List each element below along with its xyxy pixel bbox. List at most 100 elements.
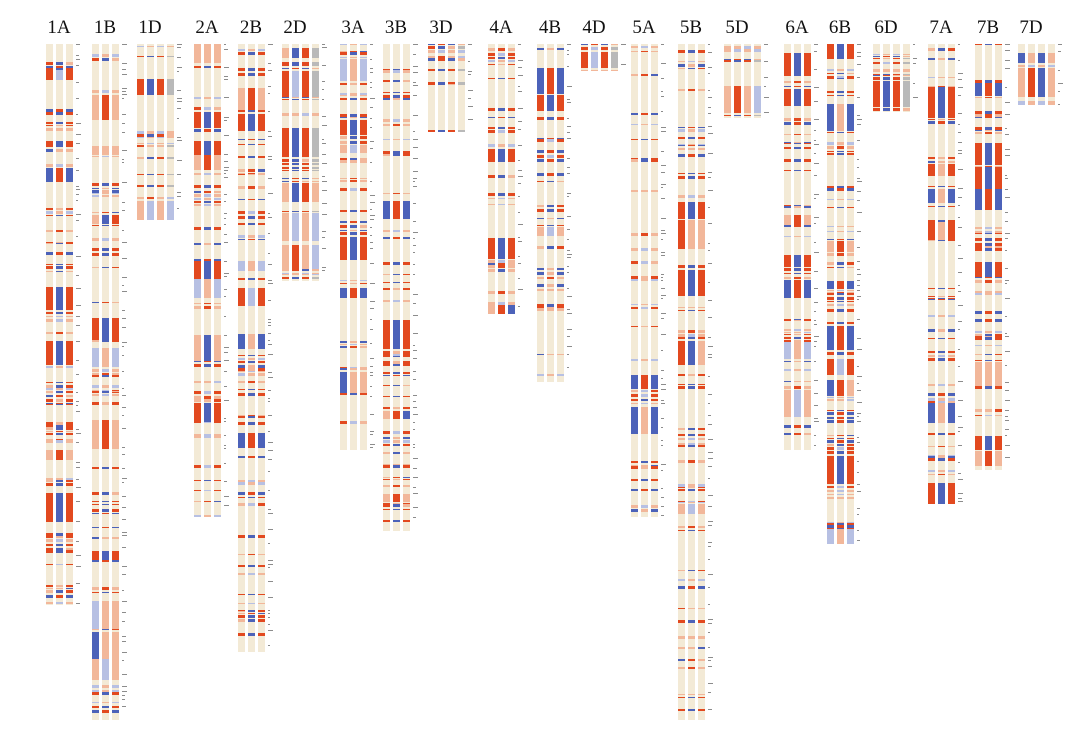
genotype-band — [678, 307, 685, 308]
genotype-band — [214, 97, 221, 99]
genotype-band — [631, 326, 638, 327]
genotype-band — [985, 167, 992, 189]
genotype-band — [975, 334, 982, 336]
marker-tick — [122, 652, 127, 653]
genotype-band — [847, 304, 854, 306]
genotype-band — [157, 131, 164, 134]
marker-tick — [122, 566, 127, 567]
genotype-band — [631, 46, 638, 48]
genotype-band — [641, 46, 648, 48]
genotype-band — [698, 620, 705, 622]
genotype-band — [651, 375, 658, 389]
genotype-band — [302, 159, 309, 162]
genotype-band — [688, 636, 695, 639]
genotype-band — [393, 262, 400, 265]
genotype-band — [678, 487, 685, 488]
marker-tick — [122, 371, 124, 372]
marker-tick — [814, 144, 819, 145]
genotype-band — [214, 129, 221, 132]
genotype-band — [498, 78, 505, 79]
genotype-band — [938, 87, 945, 89]
marker-tick — [708, 172, 712, 173]
genotype-band — [383, 201, 390, 219]
genotype-band — [350, 120, 357, 134]
marker-tick — [661, 427, 663, 428]
genotype-band — [112, 629, 119, 630]
genotype-band — [688, 176, 695, 178]
marker-tick — [468, 74, 471, 75]
genotype-band — [928, 288, 935, 289]
genotype-band — [66, 125, 73, 126]
genotype-band — [340, 288, 347, 298]
genotype-band — [847, 486, 854, 488]
genotype-band — [238, 361, 245, 363]
genotype-band — [985, 337, 992, 340]
genotype-band — [995, 44, 1002, 45]
genotype-band — [498, 260, 505, 263]
genotype-band — [167, 197, 174, 199]
marker-tick — [567, 266, 569, 267]
marker-tick — [708, 632, 710, 633]
genotype-band — [393, 356, 400, 357]
marker-tick — [370, 283, 375, 284]
genotype-band — [167, 56, 174, 57]
genotype-band — [928, 458, 935, 461]
genotype-band — [383, 444, 390, 446]
marker-tick — [857, 290, 860, 291]
genotype-band — [340, 368, 347, 370]
genotype-band — [837, 188, 844, 191]
genotype-band — [403, 124, 410, 126]
genotype-band — [46, 595, 53, 598]
genotype-band — [688, 50, 695, 53]
genotype-band — [393, 300, 400, 302]
genotype-band — [651, 489, 658, 491]
genotype-band — [948, 296, 955, 297]
genotype-band — [194, 501, 201, 502]
marker-tick — [814, 393, 818, 394]
genotype-band — [581, 70, 588, 71]
genotype-band — [1048, 101, 1055, 105]
genotype-band — [248, 144, 255, 145]
chromosome-column — [827, 44, 865, 544]
genotype-band — [948, 77, 955, 78]
marker-tick — [1005, 221, 1008, 222]
genotype-band — [827, 239, 834, 240]
genotype-band — [92, 391, 99, 392]
genotype-band — [302, 211, 309, 212]
genotype-band — [92, 592, 99, 593]
chromosome-column — [46, 44, 84, 605]
genotype-band — [837, 290, 844, 291]
haplotype-track — [651, 44, 658, 517]
genotype-band — [56, 588, 63, 589]
genotype-band — [167, 134, 174, 137]
genotype-band — [448, 46, 455, 49]
chromosome-label: 6A — [785, 17, 809, 38]
genotype-band — [194, 173, 201, 175]
genotype-band — [56, 483, 63, 486]
marker-tick — [958, 227, 962, 228]
genotype-band — [498, 265, 505, 268]
genotype-band — [312, 128, 319, 157]
genotype-band — [112, 513, 119, 514]
genotype-band — [46, 404, 53, 405]
genotype-band — [112, 592, 119, 593]
marker-tick — [814, 252, 819, 253]
marker-tick — [122, 74, 127, 75]
genotype-band — [938, 48, 945, 51]
genotype-band — [557, 173, 564, 176]
marker-tick — [857, 261, 860, 262]
genotype-band — [112, 58, 119, 61]
genotype-band — [282, 269, 289, 271]
genotype-band — [698, 460, 705, 463]
marker-tick — [567, 118, 569, 119]
genotype-band — [194, 261, 201, 279]
marker-tick — [122, 230, 124, 231]
genotype-band — [204, 381, 211, 383]
genotype-band — [698, 384, 705, 385]
genotype-band — [804, 277, 811, 279]
genotype-band — [66, 388, 73, 390]
genotype-band — [214, 259, 221, 261]
marker-tick — [1005, 44, 1010, 45]
genotype-band — [995, 243, 1002, 244]
genotype-band — [238, 610, 245, 611]
